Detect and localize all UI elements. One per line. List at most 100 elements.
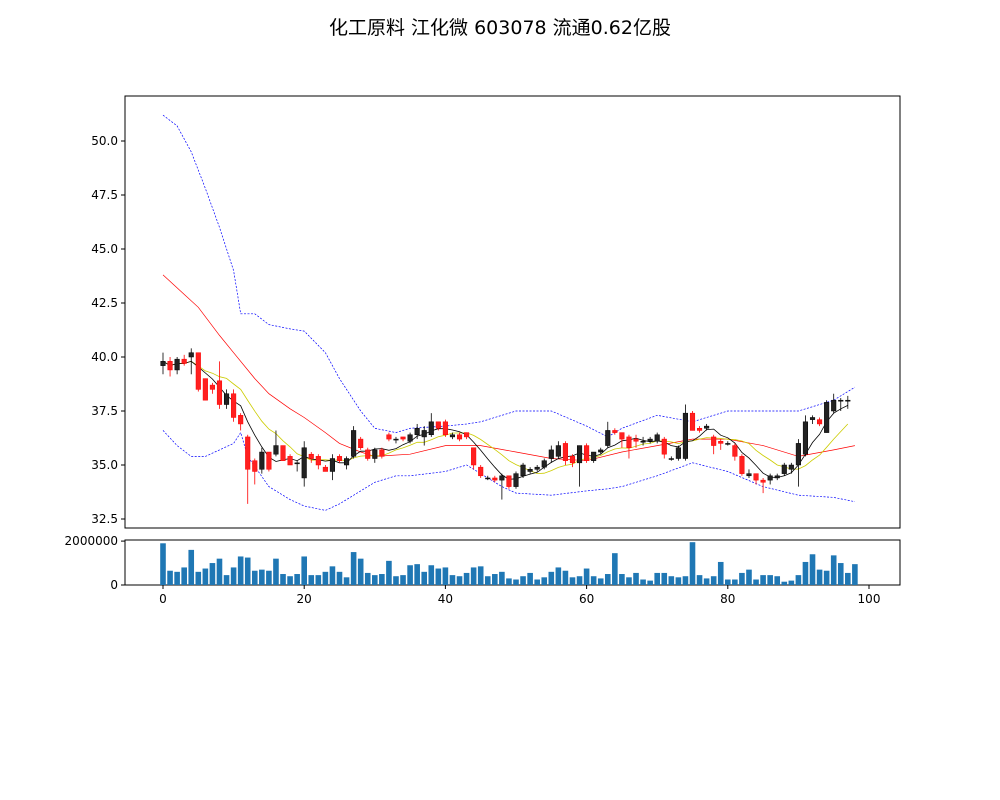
- volume-bar: [520, 576, 526, 585]
- candle-body: [421, 430, 427, 438]
- candle-body: [753, 473, 759, 481]
- volume-bar: [647, 580, 653, 585]
- bollinger-upper-line: [162, 114, 856, 438]
- volume-bar: [400, 575, 406, 585]
- candle: [202, 378, 208, 401]
- candle-body: [562, 443, 568, 461]
- candle-body: [315, 456, 321, 466]
- candle: [689, 411, 696, 431]
- volume-bar: [781, 581, 788, 585]
- candle-body: [845, 399, 851, 402]
- candle: [492, 475, 498, 483]
- candle: [259, 447, 265, 474]
- candle-body: [223, 393, 230, 405]
- volume-bar: [484, 576, 491, 585]
- candle: [379, 447, 385, 459]
- candle: [831, 393, 837, 414]
- candle: [711, 434, 717, 455]
- volume-bar: [379, 574, 385, 585]
- candle-body: [195, 352, 201, 390]
- ma5-line: [162, 360, 848, 480]
- candle-body: [802, 421, 809, 455]
- candle: [774, 473, 780, 481]
- candle: [760, 477, 766, 494]
- candle: [336, 454, 343, 463]
- volume-bar: [174, 571, 180, 585]
- volume-bar: [675, 577, 682, 585]
- candle: [209, 382, 215, 394]
- volume-bar: [816, 569, 823, 585]
- candle-body: [548, 449, 554, 459]
- volume-bar: [287, 576, 293, 585]
- volume-bar: [837, 563, 844, 585]
- candle-body: [301, 447, 307, 479]
- candle: [280, 445, 286, 461]
- candle: [809, 415, 816, 424]
- candle: [188, 348, 194, 375]
- volume-bar: [442, 567, 449, 585]
- volume-bar: [583, 568, 590, 585]
- candle: [817, 417, 823, 427]
- volume-bar: [661, 572, 668, 585]
- candle: [555, 441, 561, 459]
- candle-body: [817, 419, 823, 425]
- candle-body: [569, 456, 576, 464]
- volume-bar: [181, 567, 187, 585]
- candle-body: [711, 436, 717, 446]
- x-tick-label: 0: [159, 592, 167, 606]
- candle-body: [442, 421, 448, 436]
- candle: [400, 436, 406, 442]
- candle-body: [576, 445, 583, 464]
- candle-body: [231, 393, 237, 418]
- candle-body: [697, 428, 703, 431]
- candle: [506, 475, 512, 489]
- volume-bar: [760, 575, 766, 585]
- candle: [414, 423, 420, 440]
- candle-body: [407, 434, 413, 442]
- candle: [584, 443, 590, 463]
- candle: [456, 432, 463, 442]
- bollinger-mid-line: [162, 274, 855, 462]
- candle: [428, 413, 434, 437]
- volume-bar: [188, 549, 195, 585]
- candle: [661, 436, 667, 459]
- candle-body: [661, 438, 667, 455]
- candle-body: [386, 434, 392, 440]
- candle: [697, 426, 703, 433]
- candle-body: [746, 473, 752, 477]
- volume-bar: [435, 568, 442, 585]
- volume-bar: [364, 572, 371, 585]
- volume-bar: [266, 570, 272, 585]
- candle: [329, 454, 335, 481]
- candle: [668, 456, 674, 461]
- candle-body: [788, 464, 794, 470]
- candle-body: [351, 430, 357, 457]
- candle: [393, 436, 399, 444]
- y-tick-label: 2000000: [65, 534, 118, 548]
- candle: [802, 415, 809, 457]
- candle-body: [209, 384, 215, 390]
- candle-body: [499, 475, 505, 481]
- candle: [704, 423, 710, 431]
- candle-body: [428, 421, 434, 436]
- volume-bar: [802, 561, 809, 585]
- candle-body: [824, 402, 830, 433]
- candle-body: [626, 436, 632, 448]
- candle-body: [435, 421, 441, 429]
- volume-bar: [845, 572, 851, 585]
- candle-body: [668, 458, 674, 460]
- candle-body: [160, 361, 166, 366]
- candle-body: [654, 434, 660, 442]
- candle-body: [464, 432, 470, 438]
- candle: [746, 469, 752, 478]
- candle: [619, 432, 625, 448]
- candle: [591, 451, 597, 463]
- candle-body: [675, 447, 681, 459]
- candle-body: [414, 428, 420, 436]
- x-tick-label: 20: [297, 592, 312, 606]
- volume-bar: [499, 571, 505, 585]
- candle-body: [520, 464, 526, 477]
- volume-bar: [703, 578, 710, 585]
- volume-bar: [612, 553, 618, 585]
